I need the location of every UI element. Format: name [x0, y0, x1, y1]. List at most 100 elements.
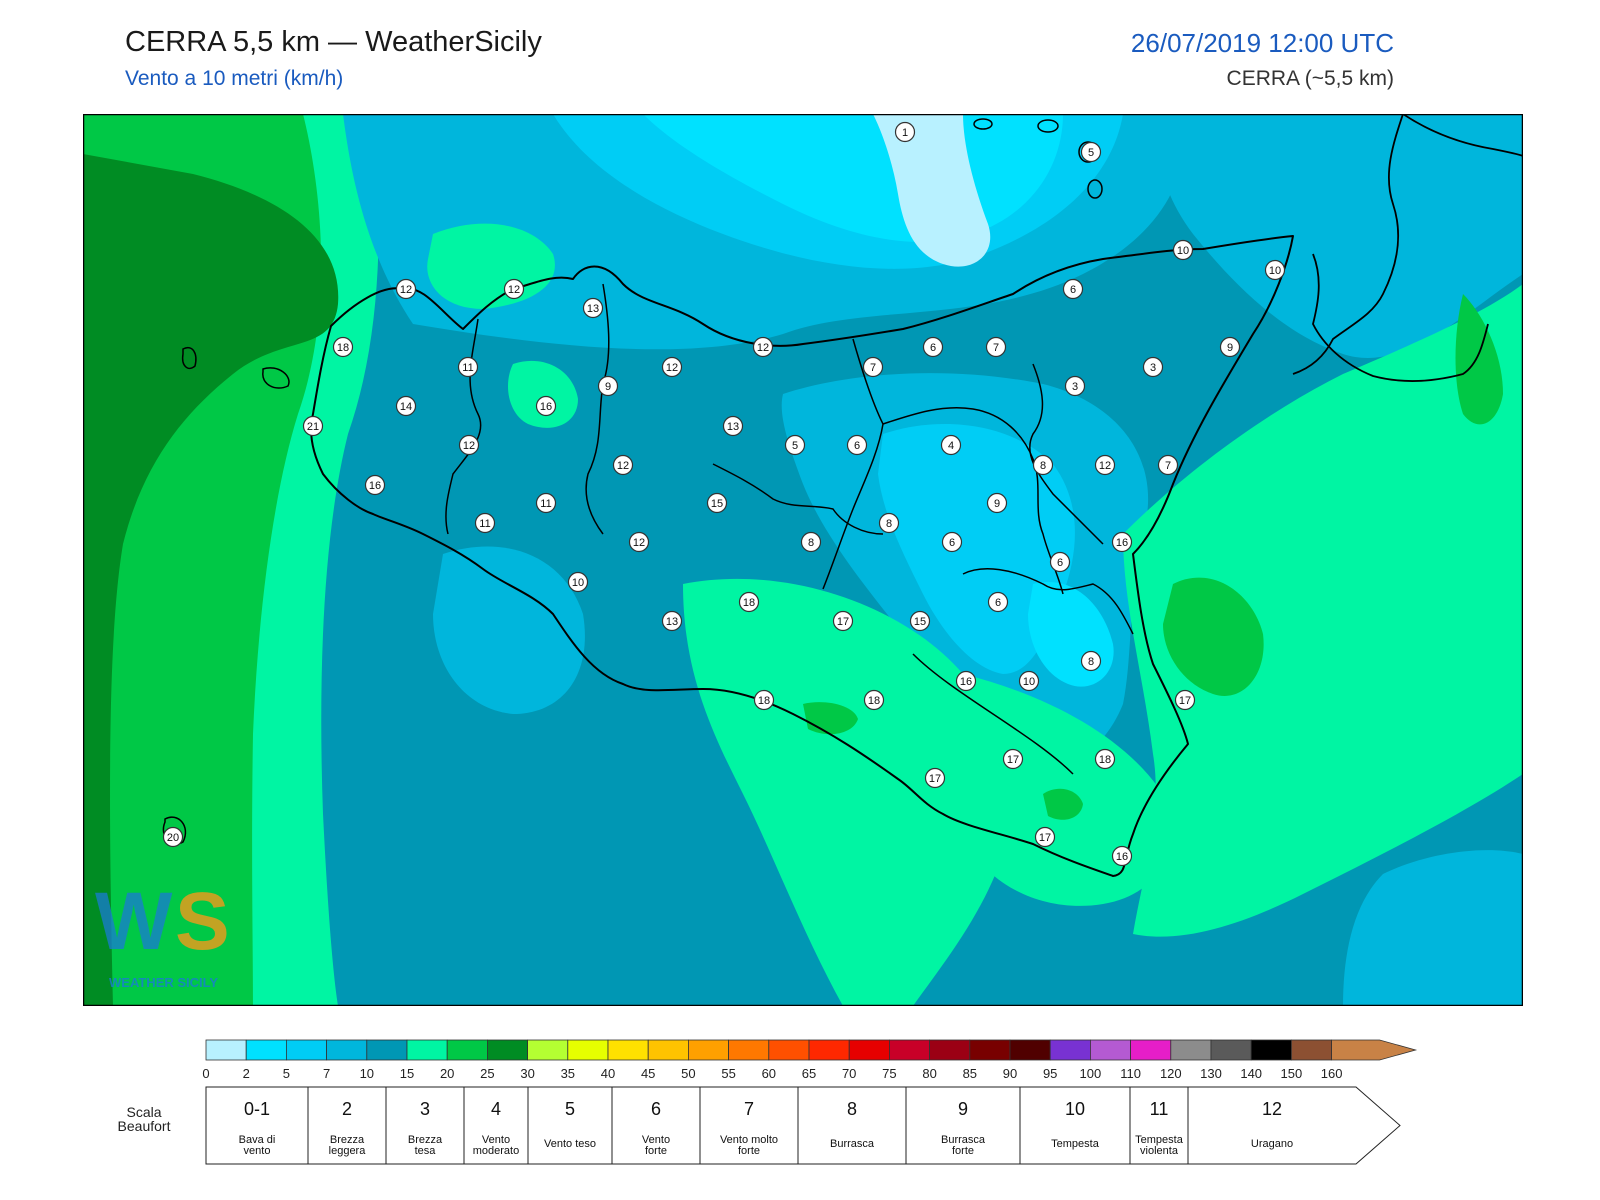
ws-logo: W S WEATHER SICILY	[95, 876, 230, 990]
station-circle	[784, 434, 806, 456]
station-circle	[753, 689, 775, 711]
beaufort-desc: Brezza	[408, 1134, 443, 1146]
beaufort-desc: Burrasca	[830, 1138, 875, 1150]
station-circle	[862, 356, 884, 378]
legend-area: 0 2 5 7 10 15 20 25 30 35 40 45 50 55 60 65 70 75 80 85 90 95…	[118, 1039, 1418, 1165]
colorbar-tick: 35	[561, 1066, 575, 1081]
station-value: 15	[914, 616, 926, 628]
station-value: 13	[666, 616, 678, 628]
beaufort-number: 6	[651, 1099, 661, 1119]
station-circle	[955, 670, 977, 692]
beaufort-desc: Vento molto	[720, 1134, 778, 1146]
station-value: 18	[1099, 754, 1111, 766]
station-marker: 12	[612, 454, 634, 476]
station-value: 6	[995, 597, 1001, 609]
station-marker: 8	[878, 512, 900, 534]
station-marker: 16	[535, 395, 557, 417]
station-circle	[1111, 845, 1133, 867]
beaufort-cell-box	[527, 1086, 613, 1165]
station-circle	[752, 336, 774, 358]
beaufort-number: 3	[420, 1099, 430, 1119]
beaufort-desc: moderato	[473, 1145, 519, 1157]
station-marker: 12	[503, 278, 525, 300]
station-circle	[395, 278, 417, 300]
wind-zone-north-0	[873, 114, 991, 267]
station-marker: 4	[940, 434, 962, 456]
station-circle	[474, 512, 496, 534]
station-value: 10	[1177, 245, 1189, 257]
station-circle	[909, 610, 931, 632]
beaufort-desc: Bava di	[239, 1134, 276, 1146]
beaufort-cell-box	[905, 1086, 1021, 1165]
beaufort-desc: Tempesta	[1051, 1138, 1100, 1150]
station-circle	[162, 826, 184, 848]
station-circle	[940, 434, 962, 456]
station-value: 11	[479, 518, 490, 530]
station-marker: 8	[800, 531, 822, 553]
wind-zone-interior-5	[878, 424, 1075, 674]
beaufort-number: 0-1	[244, 1099, 270, 1119]
station-value: 13	[727, 421, 739, 433]
island-alicudi	[973, 118, 993, 130]
station-marker: 15	[706, 492, 728, 514]
beaufort-desc: Vento teso	[544, 1138, 596, 1150]
station-marker: 8	[1080, 650, 1102, 672]
station-value: 17	[837, 616, 849, 628]
station-circle	[738, 591, 760, 613]
station-circle	[1034, 826, 1056, 848]
sicily-coastline	[310, 235, 1294, 877]
station-value: 7	[1165, 460, 1171, 472]
map-frame	[83, 114, 1523, 1006]
colorbar-tick: 65	[802, 1066, 816, 1081]
beaufort-cell: 8 Burrasca	[797, 1086, 907, 1165]
ws-logo-s: S	[175, 876, 230, 967]
station-marker: 21	[302, 415, 324, 437]
station-circle	[832, 610, 854, 632]
colorbar-tick: 5	[283, 1066, 290, 1081]
colorbar-tick: 40	[601, 1066, 615, 1081]
beaufort-cell-box	[463, 1086, 529, 1165]
station-marker: 5	[1080, 141, 1102, 163]
colorbar-tick: 140	[1240, 1066, 1262, 1081]
island-pantelleria	[162, 816, 187, 845]
station-marker: 11	[474, 512, 496, 534]
station-circle	[1094, 454, 1116, 476]
station-marker: 7	[862, 356, 884, 378]
map-subtitle: Vento a 10 metri (km/h)	[125, 67, 344, 90]
colorbar-tick: 85	[963, 1066, 977, 1081]
colorbar-tick: 0	[202, 1066, 209, 1081]
wind-zone-calabria-25	[1455, 294, 1503, 425]
beaufort-desc: vento	[244, 1145, 271, 1157]
station-circle	[661, 356, 683, 378]
station-value: 6	[1070, 284, 1076, 296]
colorbar-tick: 30	[520, 1066, 534, 1081]
station-value: 6	[854, 440, 860, 452]
beaufort-cell-box	[699, 1086, 799, 1165]
station-marker: 3	[1142, 356, 1164, 378]
station-value: 16	[1116, 851, 1128, 863]
station-value: 12	[463, 440, 475, 452]
station-marker: 5	[784, 434, 806, 456]
station-marker: 3	[1064, 375, 1086, 397]
ws-logo-text: WEATHER SICILY	[109, 975, 218, 990]
station-value: 20	[167, 832, 179, 844]
station-marker: 15	[909, 610, 931, 632]
beaufort-number: 4	[491, 1099, 501, 1119]
station-marker: 10	[1018, 670, 1040, 692]
station-circle	[922, 336, 944, 358]
colorbar-swatch	[607, 1039, 649, 1061]
beaufort-cell: 5 Vento teso	[527, 1086, 613, 1165]
station-marker: 17	[1174, 689, 1196, 711]
beaufort-cell-box	[205, 1086, 309, 1165]
province-border-palermo	[585, 283, 610, 535]
beaufort-desc: forte	[738, 1145, 760, 1157]
station-value: 7	[870, 362, 876, 374]
station-circle	[582, 297, 604, 319]
station-value: 16	[369, 480, 381, 492]
station-marker: 7	[985, 336, 1007, 358]
station-circle	[1094, 748, 1116, 770]
station-value: 21	[307, 421, 319, 433]
